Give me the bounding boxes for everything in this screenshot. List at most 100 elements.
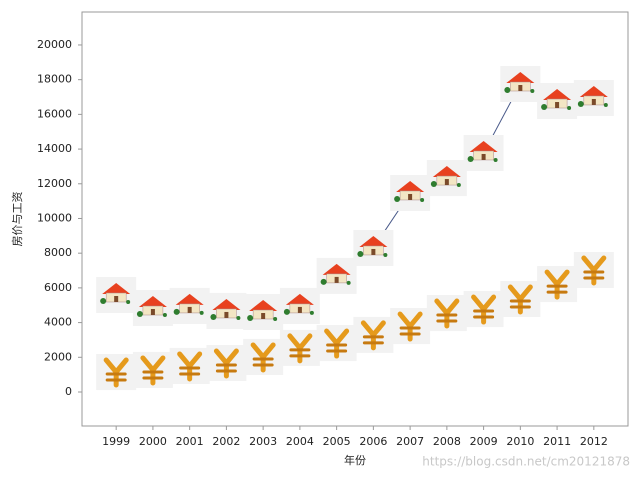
x-tick-label: 2006 [359,435,387,448]
y-tick-label: 4000 [44,316,72,329]
bush [383,252,388,257]
bush [162,313,167,318]
data-point [426,160,467,197]
bush [346,280,351,285]
door [481,153,486,160]
bush [173,308,180,315]
bush [247,315,254,322]
data-point [206,292,247,329]
y-tick-label: 16000 [37,107,72,120]
yen-bars [289,348,311,358]
data-point [353,229,394,266]
yen-bars [583,270,605,280]
roof [579,85,608,97]
y-tick-label: 10000 [37,211,72,224]
door [518,85,523,92]
y-tick-label: 0 [65,385,72,398]
roof [359,235,388,247]
roof [322,263,351,275]
data-point [96,354,137,391]
x-tick-label: 2005 [323,435,351,448]
data-point [206,345,247,382]
x-tick-label: 2004 [286,435,314,448]
bush [199,310,204,315]
roof [175,293,204,305]
data-point [537,266,578,303]
yen-bars [473,309,495,319]
data-point [279,329,320,366]
data-point [96,276,137,313]
y-tick-label: 6000 [44,281,72,294]
data-point [573,252,614,289]
data-point [390,308,431,345]
x-tick-label: 2007 [396,435,424,448]
bush [320,278,327,285]
data-point [463,134,504,171]
x-tick-label: 2010 [506,435,534,448]
bush [357,250,364,257]
x-tick-label: 2001 [176,435,204,448]
y-tick-label: 12000 [37,177,72,190]
door [408,193,413,200]
bush [283,308,290,315]
x-tick-label: 2003 [249,435,277,448]
y-tick-label: 2000 [44,350,72,363]
roof [543,89,572,101]
roof [138,296,167,308]
bush [126,299,131,304]
roof [285,293,314,305]
roof [506,72,535,84]
yen-bars [326,343,348,353]
yen-bars [509,299,531,309]
bush [100,297,107,304]
bush [467,155,474,162]
bush [603,102,608,107]
yen-bars [436,313,458,323]
data-point [463,291,504,328]
data-point [316,257,357,294]
bush [493,157,498,162]
yen-bars [362,335,384,345]
bush [577,100,584,107]
door [371,248,376,255]
y-tick-label: 8000 [44,246,72,259]
bush [504,87,511,94]
x-tick-label: 2008 [433,435,461,448]
data-point [426,295,467,332]
x-tick-label: 2012 [580,435,608,448]
x-axis-label: 年份 [344,453,366,467]
data-point [500,280,541,317]
bush [420,197,425,202]
bush [394,195,401,202]
yen-bars [179,366,201,376]
roof [212,298,241,310]
data-point [390,174,431,211]
x-tick-label: 2002 [212,435,240,448]
plot-frame [81,11,629,427]
bush [309,310,314,315]
bush [567,106,572,111]
yen-bars [105,372,127,382]
yen-bars [142,370,164,380]
x-tick-label: 1999 [102,435,130,448]
roof [432,166,461,178]
data-point [243,294,284,331]
x-tick-label: 2011 [543,435,571,448]
y-axis-label: 房价与工资 [11,192,24,247]
roof [249,300,278,312]
roof [102,282,131,294]
data-point [132,351,173,388]
roof [469,140,498,152]
bush [456,183,461,188]
data-point [243,338,284,375]
data-point [169,347,210,384]
y-tick-label: 20000 [37,38,72,51]
data-point [132,290,173,327]
data-point [537,83,578,120]
data-point [573,79,614,116]
data-point [500,66,541,103]
data-point [353,316,394,353]
door [591,98,596,105]
door [114,295,119,302]
y-tick-label: 18000 [37,73,72,86]
